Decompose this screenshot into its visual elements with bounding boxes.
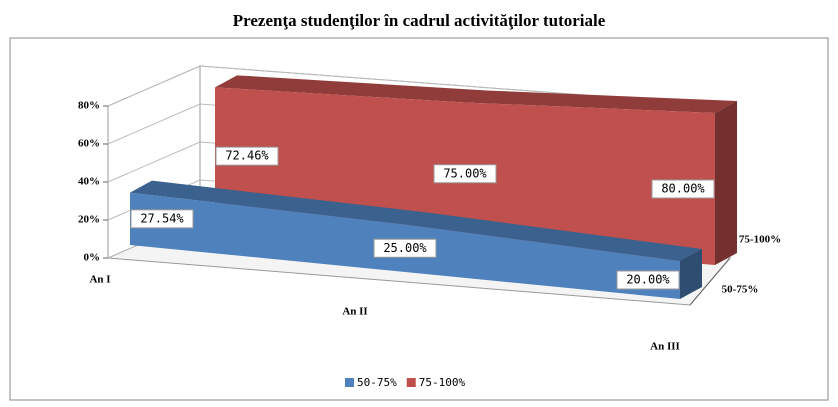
chart-frame <box>9 37 829 401</box>
value-label-box <box>616 270 680 290</box>
value-label-box <box>651 179 715 199</box>
value-label-box <box>373 238 437 258</box>
value-label-box <box>130 209 194 229</box>
legend-swatch <box>406 378 416 387</box>
value-label: 20.00% <box>626 273 670 287</box>
y-tick-label: 40% <box>78 176 100 188</box>
area-top <box>215 75 737 113</box>
value-label: 75.00% <box>443 166 487 180</box>
y-tick-label: 0% <box>84 252 101 264</box>
value-label-box <box>433 164 497 184</box>
depth-label: 50-75% <box>722 284 759 296</box>
area-side <box>715 101 737 265</box>
x-tick-label: An I <box>89 274 110 286</box>
legend-swatch <box>345 378 354 387</box>
value-label: 25.00% <box>383 241 427 255</box>
y-tick-label: 80% <box>78 100 100 112</box>
depth-axis <box>689 257 731 306</box>
depth-label: 75-100% <box>739 234 781 246</box>
value-label: 27.54% <box>140 211 184 225</box>
value-label: 80.00% <box>661 182 705 196</box>
legend-label: 75-100% <box>419 376 466 389</box>
area-top <box>130 180 702 261</box>
area-side <box>680 249 702 299</box>
value-label-box <box>215 146 279 166</box>
chart-title: Prezenţa studenţilor în cadrul activităţ… <box>233 11 606 30</box>
legend-label: 50-75% <box>357 376 397 389</box>
x-tick-label: An III <box>650 341 680 353</box>
value-label: 72.46% <box>225 149 269 163</box>
y-tick-label: 60% <box>78 138 100 150</box>
y-tick-label: 20% <box>78 214 100 226</box>
x-tick-label: An II <box>342 306 367 318</box>
grid-line <box>107 65 731 107</box>
